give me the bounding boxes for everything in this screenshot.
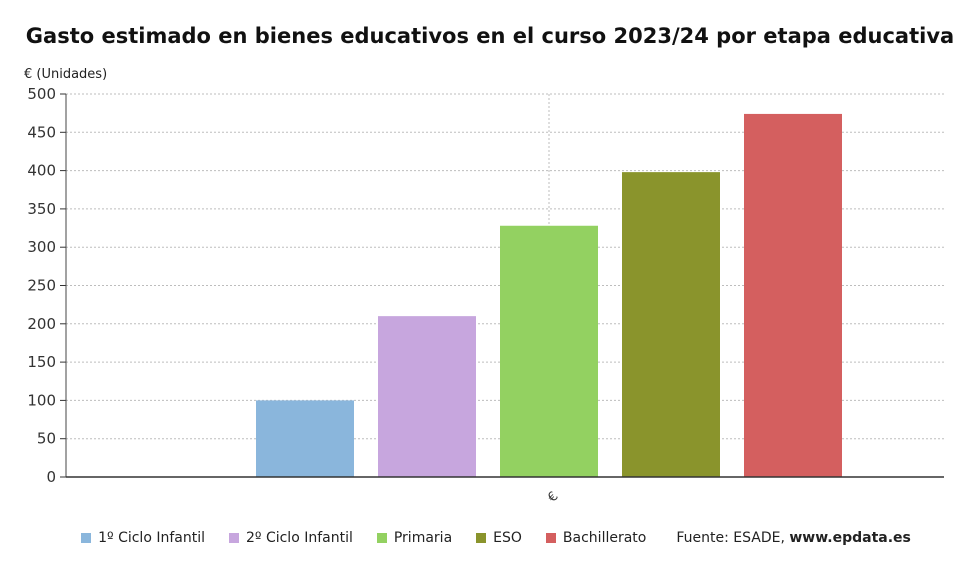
- source-note: Fuente: ESADE, www.epdata.es: [676, 530, 911, 546]
- bar-5: [744, 113, 842, 477]
- legend-item: ESO: [476, 530, 522, 546]
- bar-1: [256, 400, 354, 477]
- y-axis-ticks: 0 50 100 150 200 250 300 350 400 450 500: [27, 85, 67, 486]
- x-axis: €: [66, 476, 944, 506]
- y-tick-label: 400: [27, 162, 56, 180]
- legend-label: Bachillerato: [562, 530, 647, 546]
- y-tick-label: 100: [27, 391, 56, 409]
- legend-swatch: [228, 533, 239, 543]
- x-category-label: €: [545, 489, 561, 505]
- legend-swatch: [81, 533, 92, 543]
- y-tick-label: 350: [27, 200, 56, 218]
- legend-label: 2º Ciclo Infantil: [245, 530, 353, 546]
- source-label: Fuente: ESADE,: [676, 530, 790, 546]
- legend-label: 1º Ciclo Infantil: [98, 530, 205, 546]
- y-tick-label: 300: [27, 238, 56, 256]
- legend-items: 1º Ciclo Infantil 2º Ciclo Infantil Primar…: [69, 530, 658, 546]
- bar-3: [500, 225, 598, 477]
- legend-item: Primaria: [376, 530, 453, 546]
- legend-swatch: [376, 533, 387, 543]
- bar-4: [622, 172, 720, 477]
- chart-title: Gasto estimado en bienes educativos en e…: [25, 24, 955, 48]
- y-tick-label: 450: [27, 123, 56, 141]
- y-tick-label: 150: [27, 353, 56, 371]
- y-tick-label: 250: [27, 277, 56, 295]
- y-tick-label: 200: [27, 315, 56, 333]
- y-axis-label: € (Unidades): [24, 67, 108, 82]
- y-tick-label: 500: [27, 85, 56, 103]
- legend-label: ESO: [493, 530, 522, 546]
- legend-swatch: [476, 533, 487, 543]
- y-tick-label: 0: [46, 468, 56, 486]
- bars: [256, 113, 842, 477]
- legend-item: 2º Ciclo Infantil: [228, 530, 353, 546]
- legend-label: Primaria: [393, 530, 453, 546]
- legend-item: 1º Ciclo Infantil: [81, 530, 205, 546]
- y-tick-label: 50: [37, 430, 56, 448]
- bar-2: [378, 316, 476, 477]
- legend: 1º Ciclo Infantil 2º Ciclo Infantil Primar…: [0, 530, 980, 546]
- source-site: www.epdata.es: [789, 530, 911, 546]
- legend-swatch: [545, 533, 556, 543]
- legend-item: Bachillerato: [545, 530, 647, 546]
